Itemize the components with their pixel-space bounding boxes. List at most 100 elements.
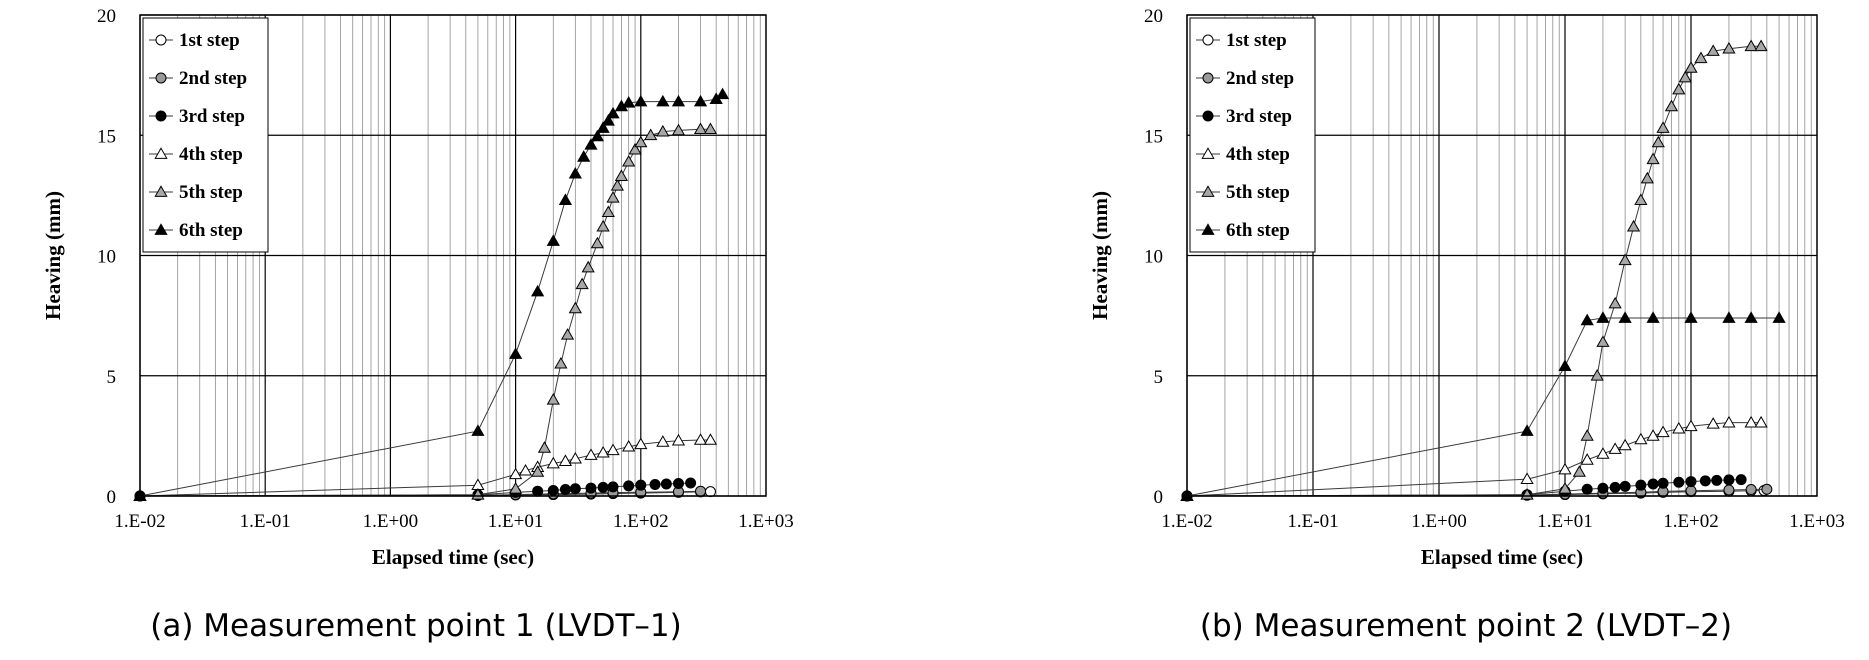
data-point (1640, 171, 1654, 184)
data-point (1754, 415, 1768, 428)
legend-label: 4th step (179, 144, 243, 165)
data-point (1597, 482, 1609, 494)
data-point (1744, 415, 1758, 428)
data-point (508, 482, 523, 494)
data-point (1711, 474, 1723, 486)
data-point (606, 191, 620, 203)
series-line (1186, 317, 1780, 497)
chart-panel-b: 1.E-02 1.E-01 1.E+00 1.E+01 1.E+02 1.E+03 0 5 10… (1088, 6, 1845, 644)
data-point (1608, 296, 1622, 309)
data-point (546, 234, 560, 246)
data-point (1754, 39, 1768, 52)
x-tick-label: 1.E+00 (363, 511, 419, 532)
data-point (471, 424, 485, 436)
legend-label: 6th step (179, 220, 243, 241)
data-point (1580, 429, 1594, 441)
legend-marker (1201, 223, 1215, 235)
data-point (1673, 476, 1685, 488)
data-point (1618, 253, 1632, 266)
data-point (597, 481, 609, 493)
data-point (596, 445, 610, 458)
data-point (1664, 99, 1679, 112)
data-point (622, 154, 636, 167)
data-point (596, 219, 610, 232)
data-point (634, 437, 648, 450)
data-point (610, 178, 624, 191)
y-tick-label: 15 (1144, 126, 1163, 147)
data-point (1735, 474, 1747, 486)
legend-item: 4th step (1196, 144, 1290, 165)
data-point (660, 478, 672, 490)
data-point (614, 169, 629, 181)
legend-marker (1202, 72, 1214, 84)
data-point (1772, 311, 1786, 323)
data-point (693, 433, 708, 445)
x-tick-label: 1.E+01 (1537, 511, 1593, 532)
legend-label: 3rd step (1226, 106, 1292, 127)
data-point (1520, 472, 1534, 484)
legend-label: 2nd step (1226, 68, 1294, 89)
data-point (537, 441, 552, 453)
caption: (b) Measurement point 2 (LVDT–2) (1200, 608, 1732, 644)
data-point (672, 477, 684, 489)
legend-item: 5th step (149, 182, 243, 203)
legend-item: 4th step (149, 144, 243, 165)
series-6 (133, 87, 730, 501)
data-point (685, 477, 697, 489)
tick-labels: 1.E-02 1.E-01 1.E+00 1.E+01 1.E+02 1.E+03 0 5 10… (97, 6, 794, 532)
data-point (601, 205, 615, 218)
legend: 1st step 2nd step 3rd step 4th step 5th step… (1189, 17, 1316, 253)
data-point (635, 479, 647, 491)
data-point (1626, 219, 1641, 232)
data-point (607, 481, 619, 493)
y-tick-label: 5 (1154, 367, 1164, 388)
legend: 1st step 2nd step 3rd step 4th step 5th step… (142, 17, 269, 253)
data-point (693, 122, 708, 135)
data-point (575, 277, 589, 290)
legend-item: 1st step (149, 30, 240, 51)
data-point (1744, 311, 1758, 323)
data-point (644, 128, 658, 141)
data-point (1581, 483, 1593, 495)
data-point (693, 94, 708, 107)
legend-item: 2nd step (149, 68, 247, 89)
data-point (1580, 313, 1594, 326)
data-point (1706, 44, 1720, 56)
data-point (1608, 442, 1622, 454)
legend-item: 6th step (1196, 220, 1290, 241)
data-point (1656, 121, 1670, 133)
legend-label: 1st step (179, 30, 240, 51)
data-point (1646, 429, 1660, 441)
series-line (1186, 422, 1762, 497)
legend-marker (155, 72, 167, 84)
data-point (656, 94, 670, 107)
y-tick-label: 5 (107, 367, 117, 388)
data-point (1722, 415, 1736, 428)
y-tick-label: 0 (107, 487, 117, 508)
legend-label: 5th step (1226, 182, 1290, 203)
series-line (1186, 488, 1767, 497)
data-point (1672, 82, 1686, 95)
data-point (1647, 478, 1659, 490)
data-point (703, 122, 718, 135)
legend-label: 4th step (1226, 144, 1290, 165)
data-point (531, 284, 545, 297)
data-point (1618, 311, 1632, 323)
chart-panel-a: 1.E-02 1.E-01 1.E+00 1.E+01 1.E+02 1.E+03 0 5 10… (41, 6, 794, 644)
data-point (532, 485, 544, 497)
series-5 (133, 122, 718, 501)
data-point (671, 94, 686, 107)
data-point (531, 465, 545, 477)
data-point (590, 236, 604, 249)
data-point (559, 484, 571, 496)
data-point (623, 480, 635, 492)
series-line (139, 482, 691, 497)
data-point (1685, 476, 1697, 488)
data-point (508, 467, 523, 480)
data-point (1558, 482, 1572, 494)
data-point (1596, 335, 1610, 347)
legend-label: 1st step (1226, 30, 1287, 51)
data-point (1590, 368, 1604, 381)
y-tick-label: 0 (1154, 487, 1164, 508)
